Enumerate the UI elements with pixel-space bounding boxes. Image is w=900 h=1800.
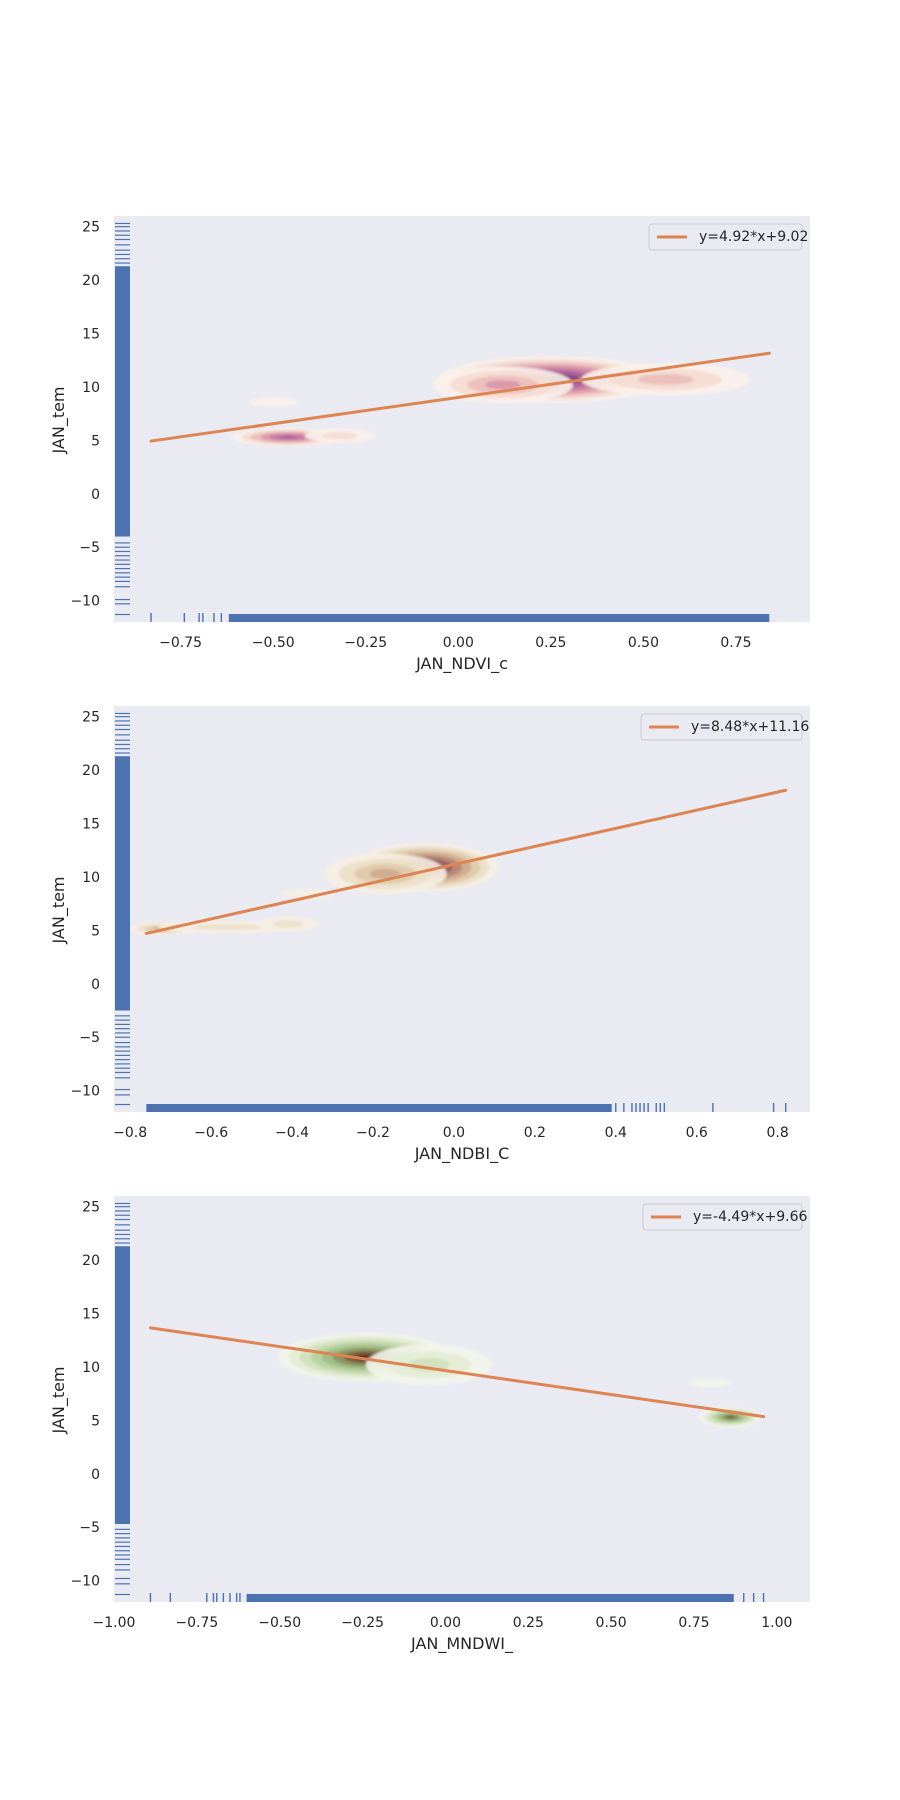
y-tick-label: 10 (82, 1360, 100, 1376)
y-tick-label: −5 (79, 1520, 100, 1536)
y-tick-label: 0 (91, 1467, 100, 1483)
kde-contour-level (272, 920, 304, 928)
x-tick-label: 0.0 (443, 1125, 465, 1141)
y-tick-label: 25 (82, 710, 100, 726)
y-axis-label: JAN_tem (49, 1366, 69, 1434)
y-tick-label: −10 (70, 1084, 100, 1100)
x-tick-label: 0.00 (443, 635, 474, 651)
plot-content: −0.8 −0.6 −0.4 −0.2 0.0 0.2 0.4 0.6 0.8 −10 −5 0 5 10… (70, 706, 810, 1141)
y-tick-label: −5 (79, 1030, 100, 1046)
y-tick-label: 20 (82, 763, 100, 779)
kde-contour-level (248, 397, 298, 407)
x-tick-label: 0.75 (720, 635, 751, 651)
legend-box (648, 223, 803, 251)
y-tick-label: 15 (82, 817, 100, 833)
plot-area (114, 1196, 810, 1602)
x-tick-label: −1.00 (93, 1615, 136, 1631)
y-tick-label: 5 (91, 433, 100, 449)
x-rug-dense (228, 614, 770, 622)
regression-line (148, 1326, 766, 1419)
x-tick-label: 0.25 (513, 1615, 544, 1631)
y-rug-dense (115, 266, 130, 537)
y-tick-label: −10 (70, 594, 100, 610)
y-tick-label: 25 (82, 1200, 100, 1216)
kde-contour-level (192, 924, 262, 931)
x-axis-label: JAN_NDVI_c (415, 654, 508, 674)
kde-contour-level (278, 435, 298, 439)
x-tick-label: −0.75 (159, 635, 202, 651)
chart-panel-ndbi: −0.8 −0.6 −0.4 −0.2 0.0 0.2 0.4 0.6 0.8 −10 −5 0 5 10… (49, 706, 810, 1164)
x-axis-label: JAN_NDBI_C (414, 1144, 510, 1164)
x-axis-label: JAN_MNDWI_ (410, 1634, 514, 1654)
x-tick-label: −0.4 (275, 1125, 309, 1141)
y-tick-label: 5 (91, 923, 100, 939)
chart-panel-mndwi: −1.00 −0.75 −0.50 −0.25 0.00 0.25 0.50 0.75 1.00… (49, 1196, 810, 1654)
y-tick-label: 20 (82, 273, 100, 289)
y-tick-label: 15 (82, 327, 100, 343)
regression-line (149, 351, 771, 443)
legend-label: y=8.48*x+11.16 (691, 719, 809, 735)
y-axis-label: JAN_tem (49, 876, 69, 944)
legend-label: y=-4.49*x+9.66 (693, 1209, 808, 1225)
x-tick-label: 0.2 (524, 1125, 546, 1141)
x-tick-label: 0.25 (535, 635, 566, 651)
y-tick-label: 25 (82, 220, 100, 236)
y-tick-label: 0 (91, 487, 100, 503)
plot-area (114, 216, 810, 622)
kde-contour-level (485, 380, 521, 390)
x-tick-label: 0.00 (430, 1615, 461, 1631)
y-tick-label: 10 (82, 870, 100, 886)
y-tick-label: −10 (70, 1574, 100, 1590)
y-tick-label: −5 (79, 540, 100, 556)
kde-contour-level (322, 431, 358, 440)
plot-content: −1.00 −0.75 −0.50 −0.25 0.00 0.25 0.50 0.75 1.00… (70, 1196, 810, 1631)
x-tick-label: −0.8 (113, 1125, 147, 1141)
y-tick-label: 15 (82, 1307, 100, 1323)
x-rug-dense (146, 1104, 612, 1112)
y-axis-label: JAN_tem (49, 386, 69, 454)
x-tick-label: 0.4 (605, 1125, 627, 1141)
x-tick-label: 0.50 (628, 635, 659, 651)
y-tick-label: 5 (91, 1413, 100, 1429)
regression-line (144, 788, 788, 935)
legend-box (642, 1203, 803, 1231)
kde-contour-level (369, 868, 401, 879)
x-tick-label: 0.8 (766, 1125, 788, 1141)
plot-area (114, 706, 810, 1112)
kde-density (231, 356, 751, 447)
x-tick-label: 0.75 (678, 1615, 709, 1631)
y-tick-label: 0 (91, 977, 100, 993)
legend-box (640, 713, 803, 741)
x-tick-label: −0.6 (194, 1125, 228, 1141)
y-rug-dense (115, 1246, 130, 1525)
x-tick-label: −0.50 (258, 1615, 301, 1631)
kde-contour-level (637, 374, 694, 385)
x-tick-label: −0.50 (252, 635, 295, 651)
x-tick-label: 1.00 (761, 1615, 792, 1631)
x-rug-dense (246, 1594, 734, 1602)
kde-contour-level (688, 1378, 733, 1388)
x-tick-label: −0.25 (344, 635, 387, 651)
y-rug-dense (115, 756, 130, 1011)
chart-panel-ndvi: −0.75 −0.50 −0.25 0.00 0.25 0.50 0.75 −10 −5 0 5 10… (49, 216, 810, 674)
x-tick-label: 0.6 (686, 1125, 708, 1141)
x-tick-label: −0.25 (341, 1615, 384, 1631)
y-tick-label: 10 (82, 380, 100, 396)
legend-label: y=4.92*x+9.02 (699, 229, 808, 245)
y-tick-label: 20 (82, 1253, 100, 1269)
x-tick-label: −0.2 (356, 1125, 390, 1141)
x-tick-label: 0.50 (596, 1615, 627, 1631)
kde-contour-level (281, 888, 336, 900)
x-tick-label: −0.75 (175, 1615, 218, 1631)
plot-content: −0.75 −0.50 −0.25 0.00 0.25 0.50 0.75 −10 −5 0 5 10… (70, 216, 810, 651)
kde-contour-level (725, 1415, 735, 1419)
